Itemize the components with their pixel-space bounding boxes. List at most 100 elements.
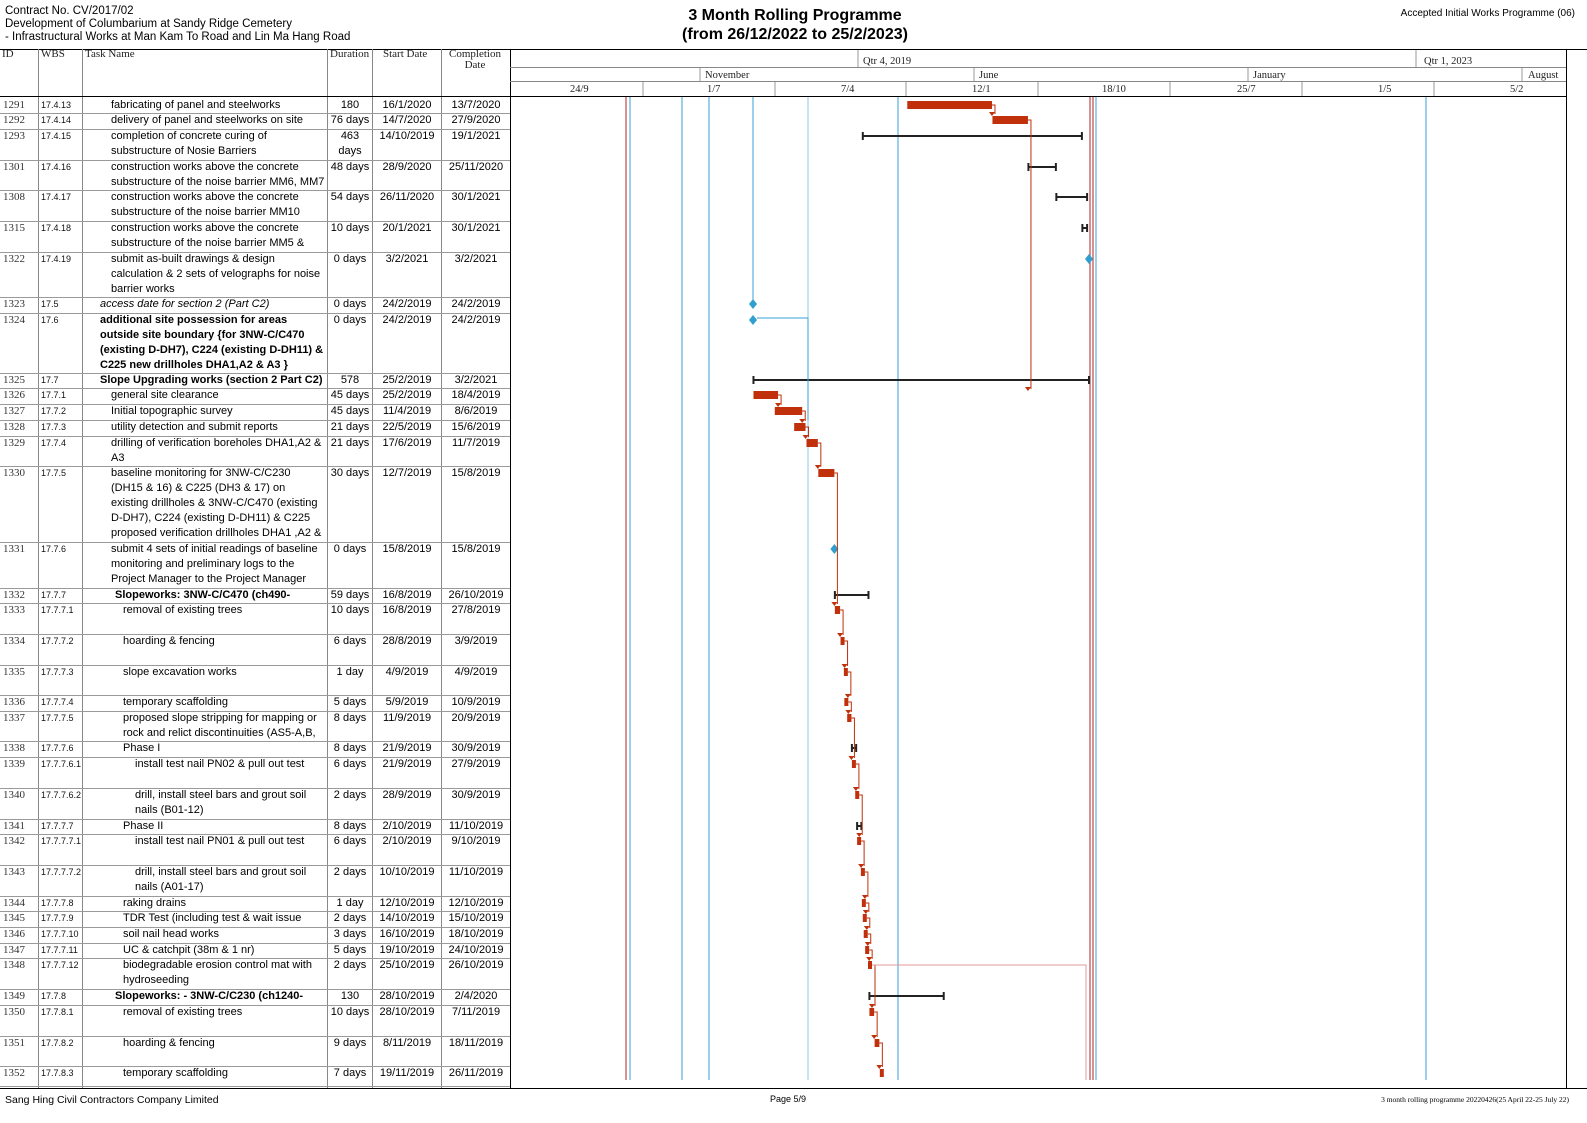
task-wbs: 17.7.7.6	[41, 743, 74, 753]
task-id: 1323	[3, 298, 25, 310]
task-finish: 15/6/2019	[451, 421, 501, 433]
task-finish: 12/10/2019	[448, 897, 504, 909]
task-id: 1330	[3, 467, 25, 479]
task-start: 11/4/2019	[382, 405, 432, 417]
row-separator	[0, 373, 510, 374]
task-bar	[861, 899, 866, 907]
task-wbs: 17.7.7.1	[41, 605, 74, 615]
timescale-day: 24/9	[570, 84, 589, 95]
task-wbs: 17.7.7.7.1	[41, 836, 81, 846]
task-name: additional site possession for areas out…	[100, 314, 324, 371]
task-finish: 13/7/2020	[451, 99, 501, 111]
dependency-link	[778, 394, 782, 405]
timescale-day: 12/1	[972, 84, 991, 95]
task-id: 1325	[3, 374, 25, 386]
task-duration: 8 days	[333, 712, 367, 724]
column-header-task: Task Name	[85, 48, 135, 60]
dependency-link	[872, 964, 1087, 1080]
task-name: slope excavation works	[123, 666, 237, 678]
task-start: 3/2/2021	[385, 253, 429, 265]
task-duration: 7 days	[333, 1067, 367, 1079]
row-separator	[0, 313, 510, 314]
task-start: 21/9/2019	[382, 742, 432, 754]
task-name: hoarding & fencing	[123, 1037, 215, 1049]
dependency-link	[847, 671, 852, 696]
task-wbs: 17.7.7.12	[41, 960, 79, 970]
page-number: Page 5/9	[770, 1094, 807, 1104]
timescale-day: 1/5	[1378, 84, 1392, 95]
task-start: 14/10/2019	[379, 912, 435, 924]
task-wbs: 17.7.2	[41, 406, 67, 416]
column-divider	[441, 49, 442, 1088]
dependency-arrow	[866, 957, 873, 961]
table-chart-divider	[510, 49, 511, 1088]
dependency-arrow	[852, 787, 859, 791]
task-name: construction works above the concrete su…	[111, 222, 305, 249]
timescale-day: 5/2	[1510, 84, 1524, 95]
row-separator	[0, 943, 510, 944]
task-wbs: 17.7.7.3	[41, 667, 74, 677]
dependency-link	[855, 763, 860, 789]
task-finish: 10/9/2019	[451, 696, 501, 708]
row-separator	[0, 466, 510, 467]
task-duration: 8 days	[333, 820, 367, 832]
task-id: 1292	[3, 114, 25, 126]
task-duration: 45 days	[330, 389, 370, 401]
task-name: UC & catchpit (38m & 1 nr)	[123, 944, 255, 956]
task-duration: 2 days	[333, 866, 367, 878]
task-bar	[840, 637, 845, 645]
task-start: 16/1/2020	[382, 99, 432, 111]
row-separator	[0, 634, 510, 635]
task-wbs: 17.7.1	[41, 390, 67, 400]
task-start: 28/10/2019	[379, 990, 435, 1002]
task-wbs: 17.7.6	[41, 544, 67, 554]
header-bottom-line	[0, 96, 1566, 97]
task-id: 1324	[3, 314, 25, 326]
task-name: Initial topographic survey	[111, 405, 233, 417]
task-duration: 76 days	[330, 114, 370, 126]
row-separator	[0, 695, 510, 696]
dependency-arrow	[844, 694, 851, 698]
dependency-link	[859, 794, 863, 835]
task-wbs: 17.7.3	[41, 422, 67, 432]
task-start: 25/10/2019	[379, 959, 435, 971]
timescale-month: August	[1528, 70, 1559, 81]
task-start: 2/10/2019	[382, 835, 432, 847]
task-duration: 3 days	[333, 928, 367, 940]
row-separator	[0, 741, 510, 742]
dependency-link	[879, 1042, 883, 1067]
task-finish: 15/10/2019	[448, 912, 504, 924]
column-header-completion: Completion Date	[449, 48, 501, 71]
task-finish: 11/10/2019	[448, 820, 504, 832]
task-name: removal of existing trees	[123, 604, 243, 616]
task-finish: 24/2/2019	[451, 298, 501, 310]
task-bar	[753, 391, 779, 399]
dependency-link	[874, 1011, 878, 1037]
chart-right-border	[1566, 49, 1567, 1088]
task-id: 1347	[3, 944, 25, 956]
task-duration: 10 days	[330, 1006, 370, 1018]
task-duration: 2 days	[333, 789, 367, 801]
task-name: Phase II	[123, 820, 164, 832]
task-wbs: 17.7.8.3	[41, 1068, 74, 1078]
title-line-1: 3 Month Rolling Programme	[688, 7, 902, 24]
task-finish: 3/2/2021	[454, 253, 498, 265]
row-separator	[0, 911, 510, 912]
task-bar	[907, 101, 992, 109]
milestone-marker	[1085, 254, 1093, 264]
task-duration: 6 days	[333, 835, 367, 847]
timescale-quarter: Qtr 4, 2019	[863, 56, 912, 67]
task-bar	[855, 791, 860, 799]
column-divider	[82, 49, 83, 1088]
dependency-arrow	[848, 756, 855, 760]
task-start: 28/8/2019	[382, 635, 432, 647]
column-header-id: ID	[2, 48, 14, 60]
dependency-arrow	[856, 833, 863, 837]
task-finish: 18/10/2019	[448, 928, 504, 940]
task-wbs: 17.7.7.2	[41, 636, 74, 646]
task-name: soil nail head works	[123, 928, 219, 940]
dependency-link	[802, 410, 806, 421]
task-start: 16/8/2019	[382, 589, 432, 601]
row-separator	[0, 1036, 510, 1037]
